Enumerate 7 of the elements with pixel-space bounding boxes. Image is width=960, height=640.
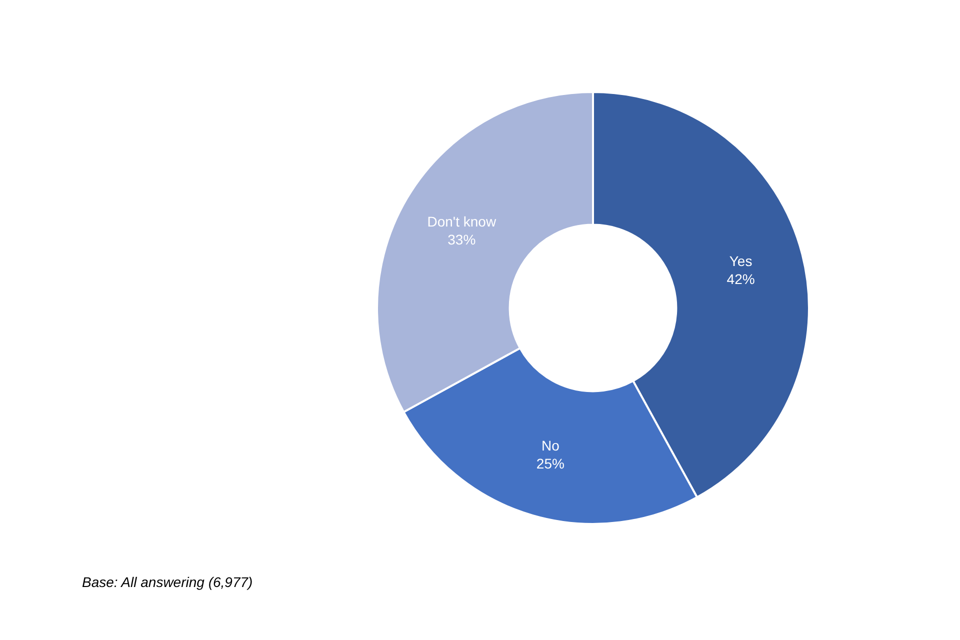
- data-label: 25%: [536, 456, 564, 472]
- slice-label: Yes: [729, 253, 752, 270]
- slice-label: Don't know: [427, 213, 497, 230]
- text: Base: All answering (6,977): [82, 574, 253, 590]
- slice-label: No: [541, 438, 560, 454]
- data-label: 33%: [448, 231, 476, 248]
- data-label: 42%: [726, 271, 755, 288]
